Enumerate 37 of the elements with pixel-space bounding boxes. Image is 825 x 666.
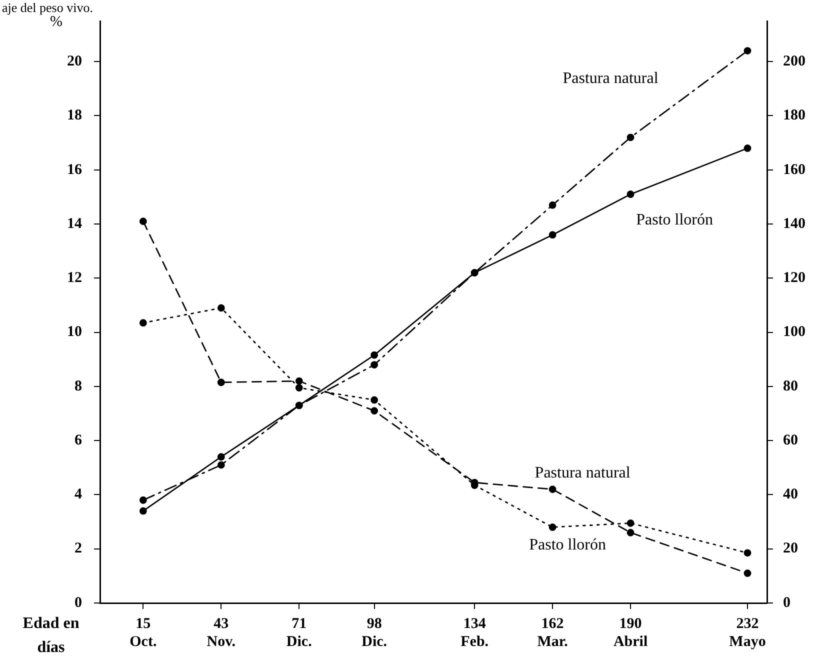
x-tick-label: 43 Nov.	[206, 616, 236, 650]
y-tick-label: 12	[67, 270, 82, 286]
y-tick-label: 10	[67, 324, 82, 340]
text: aje del peso vivo.	[2, 0, 93, 16]
series-label: Pasto llorón	[529, 536, 606, 554]
y2-tick-label: 140	[783, 216, 806, 232]
x-tick-label: 162 Mar.	[537, 616, 568, 650]
series-label: Pastura natural	[534, 464, 631, 482]
y-tick-label: 8	[74, 378, 82, 394]
y2-tick-label: 60	[783, 432, 798, 448]
y2-tick-label: 100	[783, 324, 806, 340]
x-axis-title: Edad en días	[22, 614, 80, 658]
y2-tick-label: 20	[783, 540, 798, 557]
y2-tick-label: 120	[783, 270, 806, 286]
y2-tick-label: 40	[783, 486, 798, 503]
series-label: Pastura natural	[562, 70, 659, 87]
series-label: Pasto llorón	[636, 211, 713, 228]
y-tick-label: 6	[74, 432, 82, 448]
y-tick-label: 20	[67, 53, 82, 70]
y-tick-label: 18	[67, 108, 82, 124]
y2-tick-label: 80	[783, 378, 798, 394]
y-tick-label: 0	[74, 594, 82, 611]
x-tick-label: 71 Dic.	[286, 616, 312, 650]
x-tick-label: 98 Dic.	[362, 616, 388, 650]
y-tick-label: 4	[74, 486, 82, 503]
x-tick-label: 190 Abril	[613, 616, 648, 650]
y-tick-label: 2	[74, 540, 82, 557]
x-tick-label: 232 Mayo	[729, 616, 766, 650]
y-tick-label: 14	[67, 216, 82, 232]
y2-tick-label: 200	[783, 53, 806, 70]
x-tick-label: 15 Oct.	[130, 616, 157, 650]
y2-tick-label: 180	[783, 108, 806, 124]
y-axis-title: %	[50, 14, 62, 31]
x-tick-label: 134 Feb.	[460, 616, 489, 650]
y2-tick-label: 0	[783, 594, 790, 611]
y-tick-label: 16	[67, 162, 82, 178]
y2-tick-label: 160	[783, 162, 806, 178]
